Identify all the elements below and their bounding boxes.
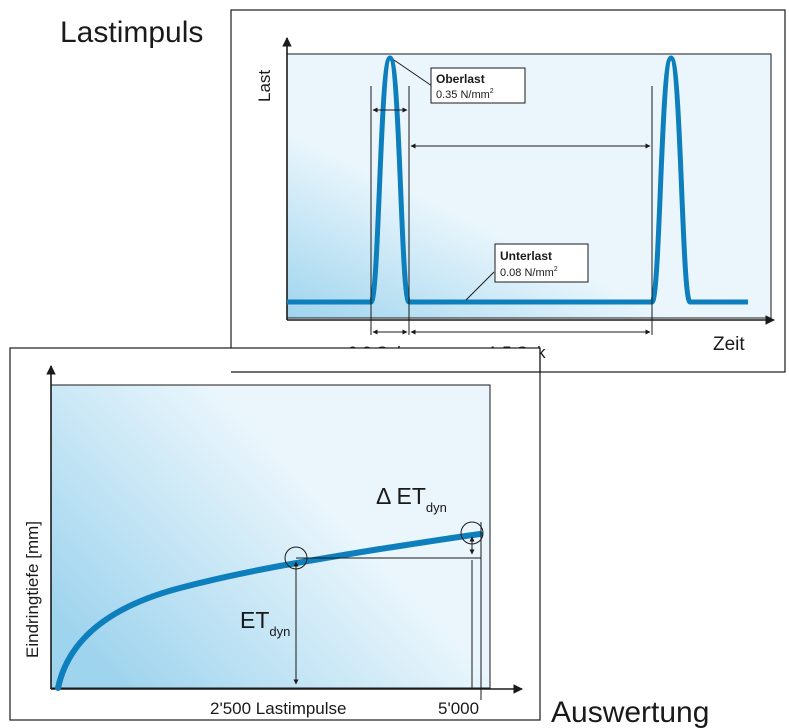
depth-y-axis-label: Eindringtiefe [mm] [23,521,42,658]
evaluation-title: Auswertung [551,696,709,728]
lower-load-callout [494,243,589,283]
upper-load-callout [430,67,526,104]
evaluation-plot-area [50,384,491,689]
load-x-axis-label: Zeit [713,334,745,355]
upper-load-leader [393,59,433,87]
load-pulse-curve [287,55,748,305]
upper-load-value: 0.35 N/mm2 [436,88,494,101]
upper-load-name: Oberlast [436,72,485,86]
et-dyn-label: ETdyn [240,607,290,639]
lower-load-name: Unterlast [500,249,552,263]
tick-label-2500: 2'500 Lastimpulse [210,699,347,718]
penetration-depth-curve [55,531,483,691]
tick-label-5000: 5'000 [438,699,479,718]
evaluation-panel: Eindringtiefe [mm] ETdyn Δ ETdyn 2'500 L… [9,347,709,728]
lower-load-leader [465,271,495,301]
load-y-axis-label: Last [255,70,274,102]
load-pulse-title: Lastimpuls [60,16,203,49]
load-pulse-panel: Lastimpuls Last Zeit 0.2 Sek 1.5 Sek Obe… [60,9,786,373]
delta-et-dyn-label: Δ ETdyn [376,483,447,515]
lower-load-value: 0.08 N/mm2 [500,266,558,279]
